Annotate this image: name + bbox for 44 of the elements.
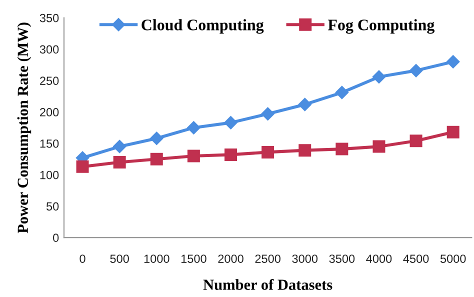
y-tick-label: 100 <box>40 170 59 180</box>
y-tick-label: 0 <box>53 234 59 242</box>
point <box>187 121 200 134</box>
x-tick-label: 1000 <box>144 254 170 263</box>
x-tick-label: 500 <box>110 254 129 263</box>
point <box>409 64 423 78</box>
x-axis-title: Number of Datasets <box>203 279 332 290</box>
x-tick-label: 3500 <box>329 254 355 263</box>
x-tick-label: 5000 <box>440 254 466 263</box>
y-axis-title: Power Consumption Rate (MW) <box>17 22 32 234</box>
y-tick-label: 300 <box>40 45 59 54</box>
point <box>112 140 126 154</box>
point <box>372 140 386 153</box>
x-tick-label: 3000 <box>292 254 318 263</box>
y-tick-label: 250 <box>40 76 59 86</box>
x-tick-label: 2500 <box>255 254 280 263</box>
y-tick-label: 200 <box>40 108 59 116</box>
point <box>262 146 274 158</box>
x-tick-label: 0 <box>80 254 86 263</box>
y-tick-label: 150 <box>40 139 59 148</box>
point <box>446 55 460 68</box>
legend-label: Cloud Computing <box>142 19 264 34</box>
x-tick-label: 1500 <box>181 254 206 263</box>
y-tick-label: 50 <box>46 202 59 211</box>
point <box>298 144 312 157</box>
point <box>150 132 164 145</box>
point <box>261 107 274 120</box>
point <box>224 116 238 130</box>
x-tick-label: 4000 <box>366 254 392 263</box>
x-tick-label: 4500 <box>403 254 429 263</box>
x-tick-label: 2000 <box>218 254 244 263</box>
point <box>410 134 422 148</box>
point <box>446 126 460 138</box>
y-tick-label: 350 <box>40 14 59 22</box>
point <box>187 150 200 162</box>
point <box>150 152 163 166</box>
point <box>336 142 348 156</box>
point <box>372 70 386 84</box>
point <box>113 156 126 168</box>
legend-label: Fog Computing <box>328 19 434 34</box>
point <box>298 98 312 112</box>
point <box>76 160 89 173</box>
point <box>224 148 237 161</box>
point <box>335 86 349 100</box>
